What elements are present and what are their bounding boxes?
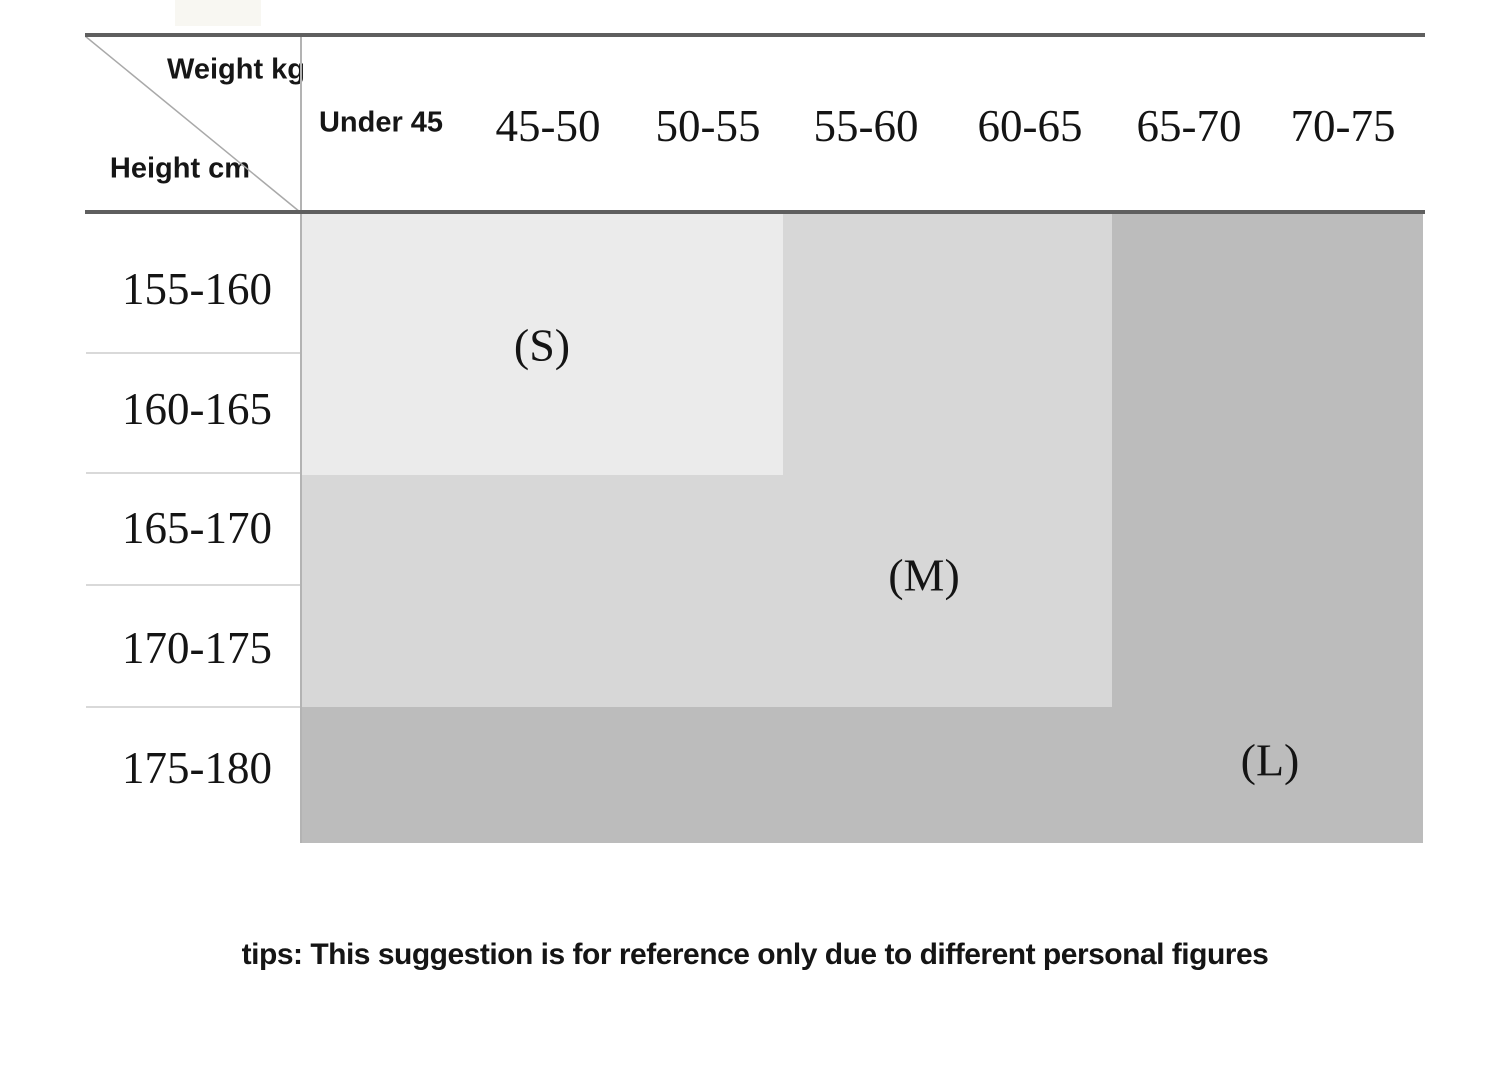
header-column-divider — [300, 36, 302, 843]
row-header-175-180: 175-180 — [122, 743, 272, 793]
row-separator — [86, 706, 300, 708]
size-region-s — [300, 214, 783, 475]
header-bottom-border — [85, 210, 1425, 214]
column-header-45-50: 45-50 — [495, 101, 601, 151]
diagonal-divider — [85, 36, 301, 213]
row-header-160-165: 160-165 — [122, 384, 272, 434]
column-header-60-65: 60-65 — [977, 101, 1083, 151]
column-header-under-45: Under 45 — [318, 106, 444, 139]
column-header-50-55: 50-55 — [655, 101, 761, 151]
row-separator — [86, 472, 300, 474]
size-label-s: (S) — [513, 319, 571, 371]
column-header-70-75: 70-75 — [1290, 101, 1396, 151]
row-separator — [86, 584, 300, 586]
watermark-artifact — [175, 0, 261, 26]
table-top-border — [85, 33, 1425, 37]
row-header-165-170: 165-170 — [122, 503, 272, 553]
size-label-m: (M) — [888, 549, 960, 601]
column-header-55-60: 55-60 — [813, 101, 919, 151]
row-header-170-175: 170-175 — [122, 623, 272, 673]
row-separator — [86, 352, 300, 354]
height-axis-label: Height cm — [109, 152, 251, 185]
row-header-155-160: 155-160 — [122, 264, 272, 314]
tips-note: tips: This suggestion is for reference o… — [241, 938, 1269, 971]
size-label-l: (L) — [1240, 734, 1300, 786]
weight-axis-label: Weight kg — [166, 53, 306, 86]
column-header-65-70: 65-70 — [1136, 101, 1242, 151]
